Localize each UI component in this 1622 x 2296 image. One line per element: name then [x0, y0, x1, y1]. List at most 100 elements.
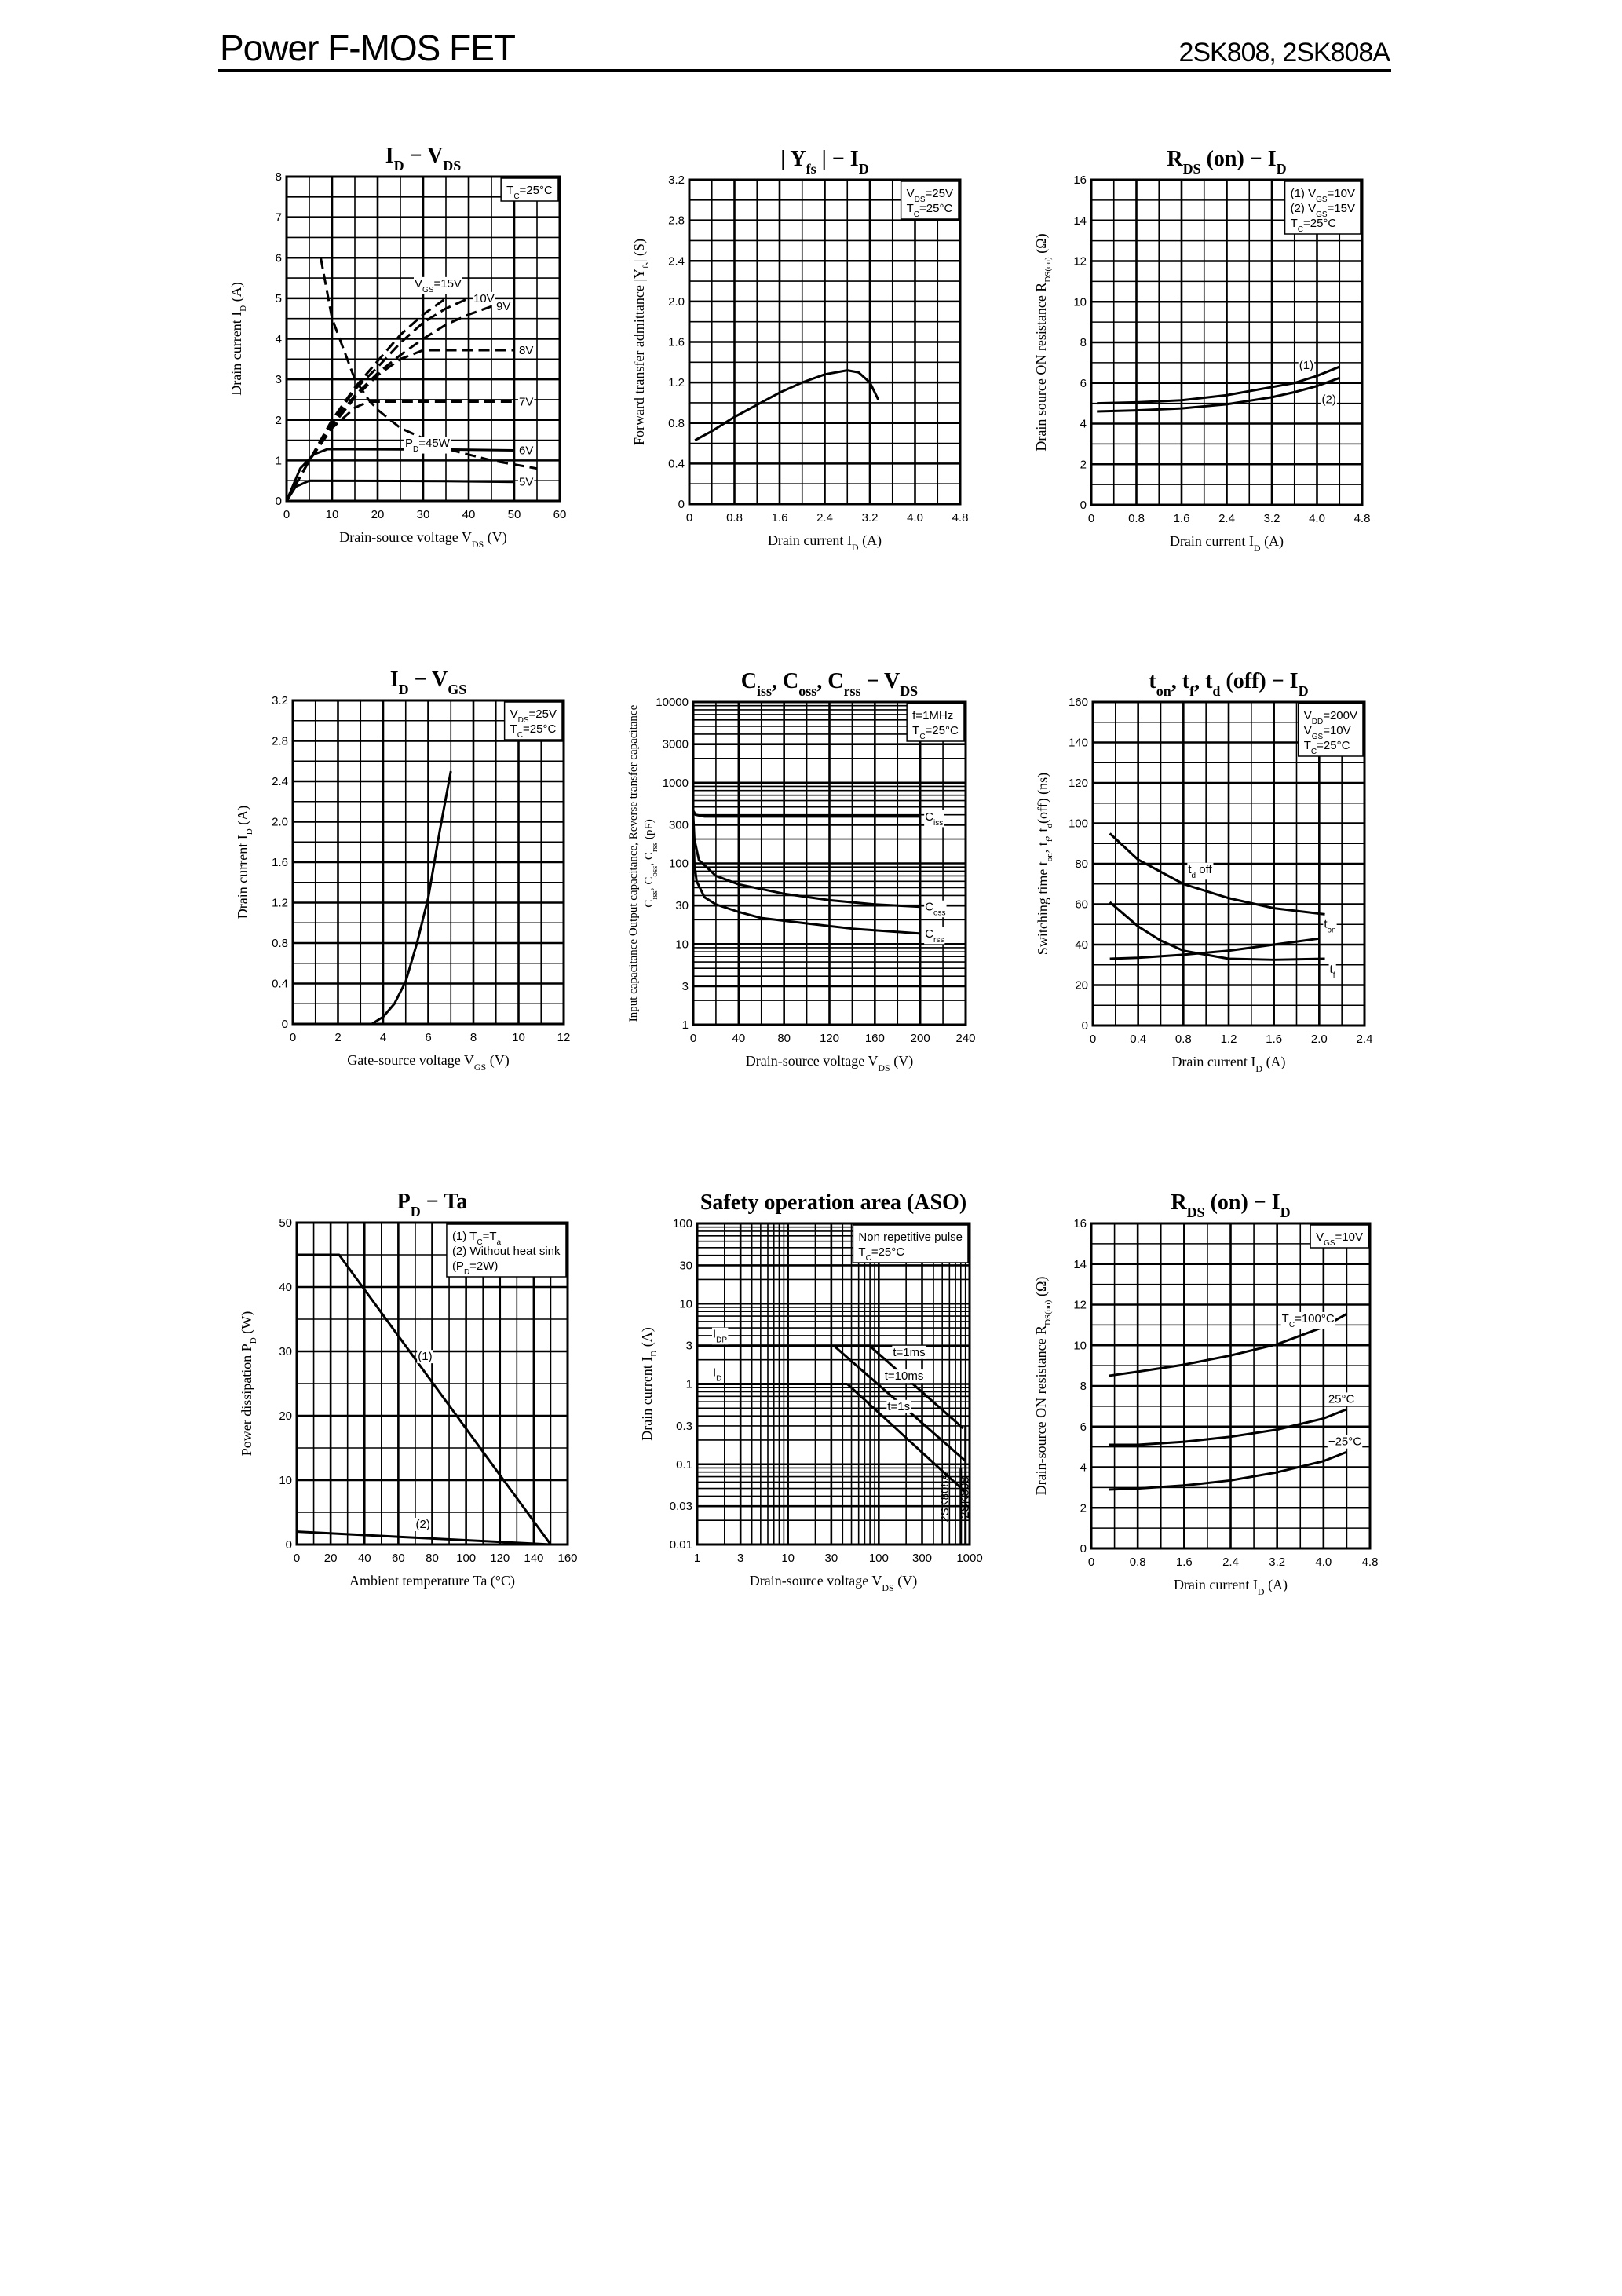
subscript: D — [464, 1268, 469, 1277]
series-label: Coss — [925, 901, 945, 918]
y-tick-label: 6 — [276, 251, 282, 265]
x-tick-label: 0 — [690, 1032, 696, 1045]
series-line — [285, 305, 492, 502]
text-span: V — [1304, 709, 1312, 722]
text-span: , C — [643, 877, 656, 891]
text-span: − Ta — [421, 1190, 468, 1214]
y-tick-label: 1000 — [663, 777, 689, 790]
x-tick-label: 6 — [425, 1031, 431, 1044]
y-axis-label: Switching time ton, tf, td(off) (ns) — [1035, 773, 1054, 955]
x-tick-label: 1.2 — [1221, 1033, 1237, 1046]
text-span: T — [506, 184, 513, 197]
text-span: (A) — [228, 282, 245, 305]
subscript: C — [866, 1254, 871, 1263]
y-tick-label: 1.6 — [272, 856, 288, 869]
text-span: (V) — [486, 1052, 510, 1069]
x-tick-label: 50 — [508, 508, 521, 521]
series-line — [285, 400, 514, 502]
x-tick-label: 140 — [524, 1552, 543, 1565]
series-label: t=1ms — [893, 1346, 925, 1359]
y-tick-label: 3.2 — [272, 694, 288, 707]
label-bg — [712, 1366, 723, 1383]
subscript: GS — [1316, 196, 1328, 204]
subscript: D — [245, 828, 254, 835]
y-tick-label: 8 — [1080, 1380, 1087, 1393]
page-title: Power F-MOS FET — [220, 27, 516, 68]
series-line — [371, 770, 452, 1026]
x-tick-label: 4.8 — [952, 511, 969, 525]
x-axis-label: Drain-source voltage VDS (V) — [750, 1573, 917, 1593]
text-span: =45W — [418, 437, 450, 450]
y-tick-label: 1 — [682, 1018, 689, 1032]
x-tick-label: 20 — [371, 508, 385, 521]
x-tick-label: 100 — [869, 1552, 889, 1565]
y-tick-label: 0.3 — [676, 1420, 692, 1433]
x-tick-label: 3.2 — [1269, 1556, 1285, 1569]
text-span: 8V — [519, 344, 533, 357]
text-span: Drain current I — [1174, 1577, 1258, 1592]
y-tick-label: 10 — [679, 1297, 692, 1311]
subscript: GS — [1324, 1239, 1335, 1248]
y-tick-label: 30 — [679, 1259, 692, 1272]
subscript: GS — [1312, 733, 1324, 741]
text-span: (pF) — [643, 819, 656, 843]
text-span: (A) — [1265, 1577, 1288, 1593]
y-tick-label: 2 — [1080, 1501, 1087, 1515]
text-span: V — [1316, 1230, 1324, 1244]
x-tick-label: 1.6 — [1176, 1556, 1193, 1569]
text-span: (2) Without heat sink — [452, 1245, 561, 1258]
text-span: P — [405, 437, 413, 450]
y-tick-label: 5 — [276, 292, 282, 305]
y-tick-label: 14 — [1073, 214, 1087, 228]
label-bg — [1187, 862, 1214, 880]
subscript: iss — [933, 818, 943, 827]
series-label: ID — [713, 1366, 721, 1384]
legend-box — [906, 703, 965, 742]
text-span: (1) T — [452, 1230, 477, 1243]
subscript: C — [1298, 225, 1303, 234]
x-tick-label: 0 — [294, 1552, 300, 1565]
legend-entry: Non repetitive pulse — [858, 1230, 963, 1244]
x-tick-label: 1 — [694, 1552, 700, 1565]
text-span: (V) — [894, 1573, 918, 1589]
text-span: Gate-source voltage V — [347, 1052, 474, 1068]
text-span: =15V — [1328, 202, 1355, 215]
label-bg — [1321, 393, 1337, 407]
text-span: 5V — [519, 476, 533, 489]
y-tick-label: 160 — [1069, 696, 1088, 709]
x-tick-label: 300 — [912, 1552, 932, 1565]
legend-box — [852, 1224, 969, 1263]
text-span: , C — [772, 669, 798, 693]
series-label: 25°C — [1328, 1392, 1355, 1406]
series-line — [1109, 1450, 1347, 1491]
text-span: =25°C — [871, 1245, 904, 1259]
text-span: Drain-source voltage V — [339, 529, 472, 545]
text-span: V — [1304, 724, 1312, 737]
y-axis-label: Forward transfer admittance |Yfs| (S) — [631, 239, 651, 445]
text-span: Drain current I — [235, 835, 250, 919]
x-tick-label: 0.8 — [726, 511, 743, 525]
text-span: t — [1324, 917, 1328, 930]
subscript: DS — [878, 1062, 890, 1073]
text-span: −25°C — [1328, 1435, 1361, 1449]
x-tick-label: 0 — [290, 1031, 296, 1044]
x-tick-label: 2.4 — [1222, 1556, 1239, 1569]
legend-box — [446, 1223, 567, 1278]
subscript: DS — [1183, 161, 1201, 177]
x-tick-label: 3 — [737, 1552, 743, 1565]
y-tick-label: 2.8 — [272, 735, 288, 748]
subscript: D — [394, 158, 404, 174]
subscript: C — [477, 1238, 482, 1247]
label-bg — [518, 343, 535, 357]
text-span: I — [390, 667, 399, 692]
text-span: Drain current I — [1171, 1054, 1255, 1069]
text-span: (A) — [1262, 1054, 1286, 1070]
label-bg — [1298, 358, 1315, 372]
chart-title: Ciss, Coss, Crss − VDS — [741, 669, 918, 699]
series-label: 7V — [519, 396, 533, 409]
text-span: I — [713, 1366, 716, 1380]
legend-box — [1310, 1224, 1369, 1249]
series-line — [692, 824, 921, 935]
label-bg — [1280, 1311, 1335, 1329]
